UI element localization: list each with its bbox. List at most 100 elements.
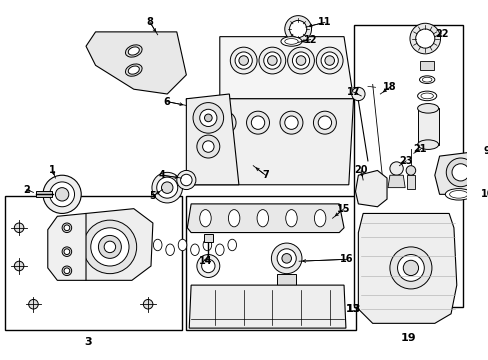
Ellipse shape bbox=[419, 76, 434, 84]
Text: 12: 12 bbox=[303, 35, 317, 45]
Text: 13: 13 bbox=[345, 304, 361, 314]
Text: 21: 21 bbox=[413, 144, 427, 154]
Text: 20: 20 bbox=[354, 166, 367, 175]
Circle shape bbox=[246, 111, 269, 134]
Circle shape bbox=[161, 182, 173, 193]
Ellipse shape bbox=[314, 210, 325, 227]
Circle shape bbox=[180, 174, 192, 186]
Text: 16: 16 bbox=[340, 254, 353, 264]
Circle shape bbox=[104, 241, 115, 253]
Bar bbox=[203, 234, 213, 242]
Polygon shape bbox=[189, 285, 345, 328]
Circle shape bbox=[197, 135, 219, 158]
Circle shape bbox=[415, 29, 434, 48]
Ellipse shape bbox=[417, 140, 438, 149]
Circle shape bbox=[235, 52, 252, 69]
Circle shape bbox=[43, 175, 81, 213]
Circle shape bbox=[213, 111, 236, 134]
Text: 18: 18 bbox=[382, 82, 396, 92]
Circle shape bbox=[277, 249, 296, 268]
Circle shape bbox=[62, 223, 72, 233]
Text: 22: 22 bbox=[434, 29, 447, 39]
Circle shape bbox=[280, 111, 302, 134]
Text: 1: 1 bbox=[49, 166, 56, 175]
Polygon shape bbox=[358, 213, 456, 323]
Bar bbox=[186, 196, 356, 330]
Ellipse shape bbox=[227, 239, 236, 251]
Text: 4: 4 bbox=[159, 170, 165, 180]
Circle shape bbox=[197, 255, 219, 278]
Circle shape bbox=[289, 21, 306, 37]
Polygon shape bbox=[67, 209, 153, 280]
Text: 9: 9 bbox=[483, 146, 488, 156]
Text: 7: 7 bbox=[262, 170, 268, 180]
Circle shape bbox=[267, 56, 277, 65]
Ellipse shape bbox=[281, 37, 302, 46]
Ellipse shape bbox=[125, 64, 142, 76]
Bar bbox=[5, 196, 181, 330]
Bar bbox=[420, 60, 433, 70]
Ellipse shape bbox=[417, 91, 436, 101]
Ellipse shape bbox=[165, 244, 174, 256]
Circle shape bbox=[64, 225, 70, 231]
Ellipse shape bbox=[417, 104, 438, 113]
Text: 17: 17 bbox=[346, 87, 360, 97]
Circle shape bbox=[406, 166, 415, 175]
Circle shape bbox=[321, 52, 338, 69]
Circle shape bbox=[324, 56, 334, 65]
Ellipse shape bbox=[203, 239, 211, 251]
Circle shape bbox=[389, 162, 403, 175]
Polygon shape bbox=[186, 94, 239, 185]
Circle shape bbox=[403, 260, 418, 275]
Ellipse shape bbox=[128, 66, 139, 74]
Circle shape bbox=[55, 188, 69, 201]
Circle shape bbox=[271, 243, 302, 274]
Circle shape bbox=[446, 158, 474, 187]
Circle shape bbox=[259, 47, 285, 74]
Circle shape bbox=[292, 52, 309, 69]
Ellipse shape bbox=[125, 45, 142, 57]
Circle shape bbox=[389, 247, 431, 289]
Ellipse shape bbox=[178, 239, 186, 251]
Circle shape bbox=[313, 111, 336, 134]
Ellipse shape bbox=[284, 39, 298, 44]
Circle shape bbox=[204, 114, 212, 122]
Text: 23: 23 bbox=[399, 156, 412, 166]
Circle shape bbox=[98, 235, 121, 258]
Text: 15: 15 bbox=[337, 204, 350, 214]
Circle shape bbox=[230, 47, 257, 74]
Polygon shape bbox=[187, 204, 344, 233]
Circle shape bbox=[193, 103, 223, 133]
Ellipse shape bbox=[257, 210, 268, 227]
Circle shape bbox=[239, 56, 248, 65]
Circle shape bbox=[64, 268, 70, 274]
Circle shape bbox=[263, 52, 281, 69]
Bar bbox=[417, 108, 438, 145]
Circle shape bbox=[284, 15, 311, 42]
Circle shape bbox=[318, 116, 331, 129]
Circle shape bbox=[251, 116, 264, 129]
Circle shape bbox=[282, 253, 291, 263]
Circle shape bbox=[199, 109, 217, 126]
Ellipse shape bbox=[228, 210, 240, 227]
Polygon shape bbox=[387, 175, 405, 188]
Circle shape bbox=[14, 223, 24, 233]
Circle shape bbox=[351, 87, 365, 101]
Ellipse shape bbox=[215, 244, 224, 256]
Circle shape bbox=[50, 182, 74, 207]
Bar bbox=[407, 175, 414, 189]
Ellipse shape bbox=[445, 189, 471, 200]
Polygon shape bbox=[355, 170, 386, 207]
Text: 3: 3 bbox=[84, 337, 92, 347]
Ellipse shape bbox=[190, 244, 199, 256]
Text: 5: 5 bbox=[149, 191, 156, 201]
Circle shape bbox=[284, 116, 298, 129]
Ellipse shape bbox=[448, 190, 467, 198]
Polygon shape bbox=[86, 32, 186, 94]
Circle shape bbox=[296, 56, 305, 65]
Circle shape bbox=[218, 116, 231, 129]
Polygon shape bbox=[48, 213, 86, 280]
Circle shape bbox=[409, 23, 440, 54]
Circle shape bbox=[202, 141, 214, 152]
Circle shape bbox=[91, 228, 129, 266]
